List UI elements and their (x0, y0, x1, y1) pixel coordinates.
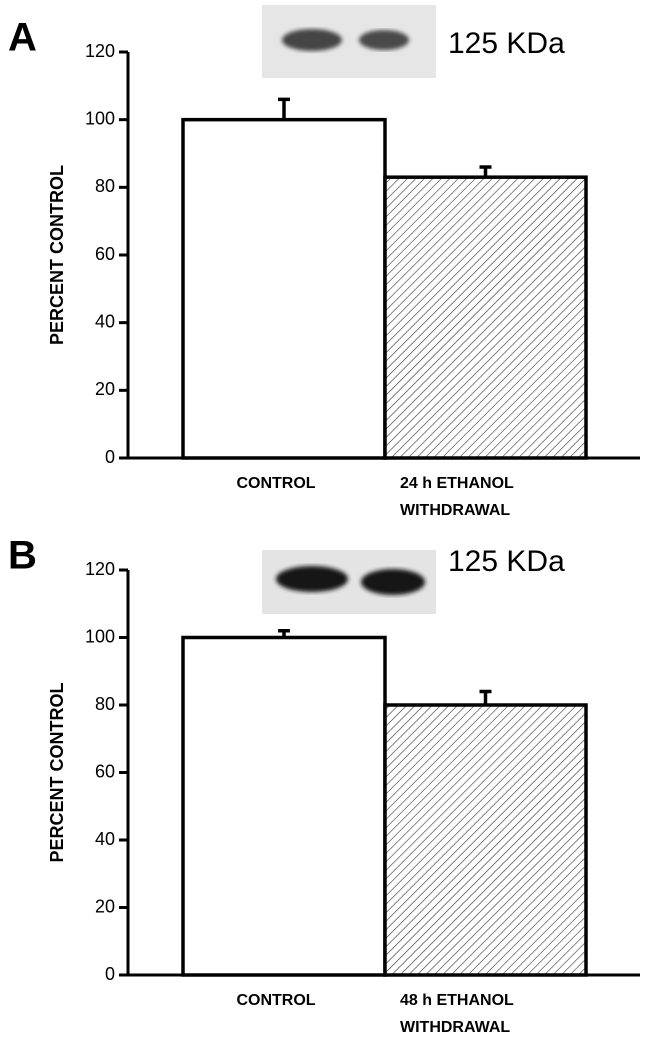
y-tick-label: 60 (95, 761, 115, 781)
y-tick-label: 60 (95, 244, 115, 264)
blot-b (262, 550, 436, 614)
panel-label: B (8, 534, 37, 578)
y-axis-label: PERCENT CONTROL (47, 165, 67, 345)
x-tick-label: CONTROL (236, 992, 315, 1009)
y-tick-label: 120 (85, 41, 115, 61)
x-tick-label: 48 h ETHANOL (400, 992, 514, 1009)
bar (383, 175, 588, 460)
y-tick-label: 40 (95, 311, 115, 331)
blot-a (262, 5, 436, 78)
x-tick-label: WITHDRAWAL (400, 1019, 510, 1036)
y-tick-label: 20 (95, 896, 115, 916)
y-tick-label: 120 (85, 559, 115, 579)
y-tick-label: 0 (105, 447, 115, 467)
y-tick-label: 80 (95, 176, 115, 196)
y-tick-label: 80 (95, 694, 115, 714)
annotation: 125 KDa (448, 545, 565, 578)
panel-label: A (8, 16, 37, 60)
y-tick-label: 100 (85, 626, 115, 646)
y-tick-label: 40 (95, 829, 115, 849)
x-tick-label: CONTROL (236, 475, 315, 492)
annotation: 125 KDa (448, 27, 565, 60)
bar (181, 635, 387, 977)
y-tick-label: 20 (95, 379, 115, 399)
bar (383, 703, 588, 977)
bar (181, 117, 387, 460)
x-tick-label: 24 h ETHANOL (400, 475, 514, 492)
y-tick-label: 0 (105, 964, 115, 984)
y-axis-label: PERCENT CONTROL (47, 682, 67, 862)
x-tick-label: WITHDRAWAL (400, 502, 510, 519)
y-tick-label: 100 (85, 108, 115, 128)
